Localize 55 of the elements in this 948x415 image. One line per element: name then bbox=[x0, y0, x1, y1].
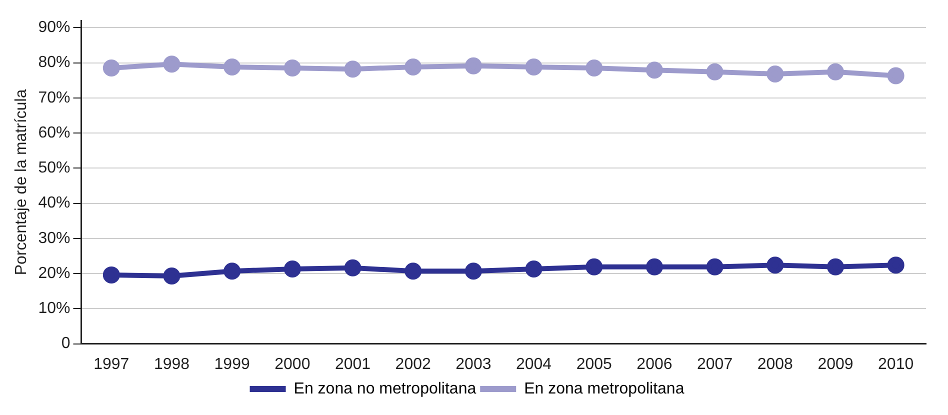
point bbox=[887, 256, 904, 274]
point bbox=[404, 58, 422, 76]
y-tick-label: 80% bbox=[38, 54, 70, 72]
point bbox=[766, 256, 784, 274]
point bbox=[706, 258, 724, 276]
point bbox=[464, 57, 482, 74]
y-tick-label: 10% bbox=[38, 300, 70, 318]
y-tick-label: 30% bbox=[38, 230, 70, 247]
point bbox=[344, 259, 362, 276]
y-tick-label: 40% bbox=[38, 194, 70, 212]
y-tick-label: 70% bbox=[38, 89, 70, 106]
y-tick-label: 50% bbox=[38, 160, 70, 177]
x-tick-label: 2008 bbox=[757, 356, 794, 373]
x-tick-label: 2004 bbox=[516, 356, 552, 373]
point bbox=[525, 260, 542, 278]
y-tick-label: 0 bbox=[61, 335, 70, 352]
point bbox=[826, 258, 844, 276]
point bbox=[826, 63, 844, 80]
point bbox=[102, 266, 120, 284]
point bbox=[766, 66, 784, 82]
point bbox=[586, 60, 603, 77]
x-tick-label: 1999 bbox=[214, 356, 250, 373]
x-tick-label: 2001 bbox=[334, 356, 371, 373]
x-tick-label: 2009 bbox=[818, 356, 854, 373]
legend-label: En zona no metropolitana bbox=[294, 380, 476, 398]
x-tick-label: 1998 bbox=[154, 356, 190, 373]
point bbox=[284, 260, 301, 278]
x-tick-label: 2007 bbox=[697, 356, 733, 373]
point bbox=[646, 62, 663, 79]
x-tick-label: 2002 bbox=[395, 356, 431, 373]
point bbox=[224, 58, 241, 76]
y-tick-label: 60% bbox=[38, 124, 70, 142]
legend-label: En zona metropolitana bbox=[524, 380, 684, 398]
point bbox=[102, 60, 120, 77]
y-tick-label: 20% bbox=[38, 264, 70, 282]
x-tick-label: 2006 bbox=[636, 356, 672, 373]
point bbox=[887, 67, 904, 84]
x-tick-label: 2003 bbox=[456, 356, 492, 373]
y-tick-label: 90% bbox=[38, 19, 70, 36]
point bbox=[706, 63, 724, 80]
point bbox=[646, 258, 663, 276]
x-tick-label: 2000 bbox=[274, 356, 310, 373]
point bbox=[404, 262, 422, 280]
x-tick-label: 2005 bbox=[576, 356, 612, 373]
point bbox=[586, 258, 603, 276]
x-tick-label: 1997 bbox=[94, 356, 130, 373]
point bbox=[163, 56, 180, 73]
x-tick-label: 2010 bbox=[878, 356, 914, 373]
point bbox=[224, 262, 241, 280]
point bbox=[525, 58, 542, 76]
point bbox=[344, 60, 362, 78]
point bbox=[464, 262, 482, 280]
y-axis-title: Porcentaje de la matrícula bbox=[13, 89, 30, 276]
point bbox=[284, 60, 301, 77]
point bbox=[163, 268, 180, 284]
